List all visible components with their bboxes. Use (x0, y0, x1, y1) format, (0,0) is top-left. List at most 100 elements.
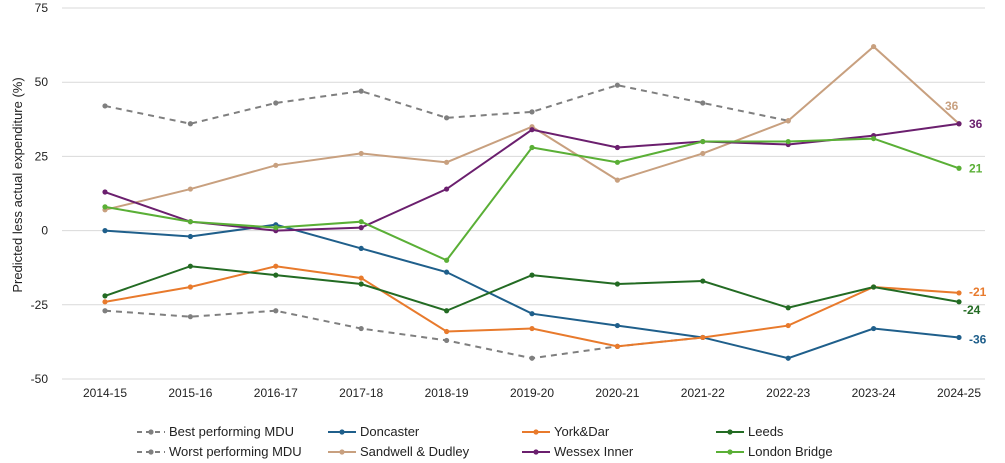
data-point (956, 165, 962, 171)
legend: Best performing MDU Worst performing MDU D… (137, 424, 833, 459)
data-point (871, 43, 877, 50)
x-tick-label: 2016-17 (254, 386, 298, 400)
data-point (700, 278, 706, 284)
legend-marker (148, 429, 154, 435)
legend-label: Sandwell & Dudley (360, 444, 470, 459)
data-point (102, 308, 108, 314)
legend-label: Wessex Inner (554, 444, 634, 459)
legend-item: Doncaster (328, 424, 420, 439)
y-tick-label: 25 (35, 149, 49, 163)
series-3 (102, 43, 962, 213)
data-point (444, 159, 450, 165)
legend-label: Leeds (748, 424, 784, 439)
data-point (700, 150, 706, 157)
end-label: -24 (963, 303, 981, 317)
y-tick-label: 75 (35, 1, 49, 15)
y-tick-label: 50 (35, 75, 49, 89)
data-point (444, 269, 450, 275)
data-point (273, 100, 279, 106)
x-tick-label: 2018-19 (425, 386, 469, 400)
legend-item: Sandwell & Dudley (328, 444, 470, 459)
series-line (104, 309, 703, 360)
legend-label: London Bridge (748, 444, 833, 459)
data-point (614, 343, 621, 349)
data-point (785, 355, 791, 361)
x-tick-label: 2024-25 (937, 386, 981, 400)
end-label: 21 (969, 161, 983, 175)
legend-label: Worst performing MDU (169, 444, 302, 459)
x-axis-ticks: 2014-15 2015-16 2016-17 2017-18 2018-19 2019-… (83, 386, 981, 400)
series-7 (102, 135, 962, 263)
data-point (273, 263, 279, 269)
data-point (273, 272, 279, 278)
data-point (187, 219, 193, 225)
data-point (529, 355, 535, 361)
legend-item: Best performing MDU (137, 424, 294, 439)
data-point (529, 325, 535, 332)
data-point (444, 328, 450, 335)
data-point (956, 121, 962, 127)
data-point (358, 225, 364, 231)
data-point (444, 186, 450, 192)
legend-item: York&Dar (522, 424, 610, 439)
data-point (700, 100, 706, 106)
y-tick-label: -50 (31, 372, 49, 386)
x-tick-label: 2021-22 (681, 386, 725, 400)
data-point (956, 290, 962, 296)
x-tick-label: 2017-18 (339, 386, 383, 400)
data-point (614, 322, 621, 329)
series-lines (102, 43, 962, 361)
legend-marker (339, 429, 345, 435)
series-line (104, 223, 960, 360)
y-tick-label: -25 (31, 298, 49, 312)
series-1 (102, 308, 706, 361)
legend-item: Worst performing MDU (137, 444, 302, 459)
data-point (187, 284, 193, 290)
series-0 (102, 82, 791, 127)
x-tick-label: 2014-15 (83, 386, 127, 400)
data-point (273, 308, 279, 314)
data-point (700, 334, 706, 341)
data-point (358, 281, 364, 287)
data-point (529, 311, 535, 317)
legend-marker (533, 449, 539, 455)
data-point (187, 314, 193, 320)
data-point (956, 299, 962, 305)
data-point (358, 325, 364, 332)
data-point (614, 159, 621, 165)
data-point (102, 189, 108, 195)
end-label: 36 (945, 99, 959, 113)
end-label: -36 (969, 332, 987, 346)
legend-marker (339, 449, 345, 455)
data-point (358, 150, 364, 157)
data-point (444, 337, 450, 344)
y-tick-label: 0 (41, 224, 48, 238)
x-tick-label: 2022-23 (766, 386, 810, 400)
legend-marker (727, 449, 733, 455)
data-point (444, 308, 450, 314)
legend-item: Leeds (716, 424, 784, 439)
data-point (187, 263, 193, 269)
data-point (102, 293, 108, 299)
data-point (614, 177, 621, 183)
data-point (785, 138, 791, 145)
x-tick-label: 2023-24 (852, 386, 896, 400)
x-tick-label: 2015-16 (168, 386, 212, 400)
data-point (187, 121, 193, 127)
legend-item: Wessex Inner (522, 444, 634, 459)
data-point (871, 325, 877, 332)
data-point (529, 144, 535, 151)
legend-marker (148, 449, 154, 455)
end-label: -21 (969, 285, 987, 299)
legend-label: Doncaster (360, 424, 420, 439)
data-point (871, 284, 877, 290)
data-point (529, 127, 535, 133)
data-point (700, 138, 706, 145)
series-line (104, 265, 960, 348)
data-point (102, 204, 108, 210)
data-point (785, 322, 791, 329)
legend-label: York&Dar (554, 424, 610, 439)
data-point (444, 115, 450, 121)
data-point (529, 109, 535, 115)
data-point (273, 225, 279, 231)
